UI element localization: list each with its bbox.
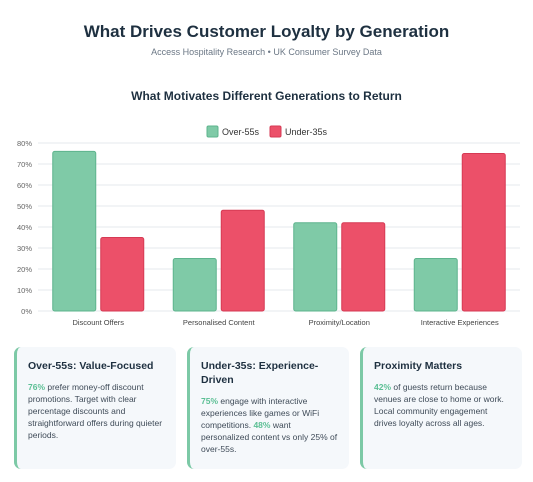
page-title: What Drives Customer Loyalty by Generati… (83, 22, 450, 41)
bar-over55 (293, 222, 338, 312)
y-tick-label: 10% (17, 286, 32, 295)
card-highlight: 75% (201, 396, 219, 406)
bar-chart: 0% 10% 20% 30% 40% 50% 60% 70% 80% Discount Offer… (17, 125, 520, 327)
y-tick-label: 20% (17, 265, 32, 274)
card-text: 75% engage with interactive experiences … (201, 395, 339, 455)
y-tick-label: 40% (17, 223, 32, 232)
bar-under35 (341, 222, 386, 312)
card-body: of guests return because venues are clos… (374, 382, 504, 428)
y-tick-label: 0% (21, 307, 32, 316)
bar-under35 (220, 209, 265, 312)
x-tick-label: Interactive Experiences (421, 318, 499, 327)
card-title: Under-35s: Experience-Driven (201, 360, 319, 386)
bar-over55 (413, 258, 458, 312)
insight-card-over55: Over-55s: Value-Focused 76% prefer money… (14, 347, 176, 469)
insight-card-proximity: Proximity Matters 42% of guests return b… (360, 347, 522, 469)
card-highlight: 76% (28, 382, 46, 392)
card-body: engage with interactive experiences like… (201, 396, 320, 430)
card-body-2: want personalized content vs only 25% of… (201, 420, 338, 454)
legend-under35-swatch (269, 125, 282, 138)
legend-over55-swatch (206, 125, 219, 138)
chart-title: What Motivates Different Generations to … (131, 89, 402, 103)
insight-card-under35: Under-35s: Experience-Driven 75% engage … (187, 347, 349, 469)
insight-cards: Over-55s: Value-Focused 76% prefer money… (14, 347, 522, 469)
card-title: Proximity Matters (374, 360, 463, 372)
legend-under35-label: Under-35s (285, 127, 328, 137)
y-tick-label: 80% (17, 139, 32, 148)
card-body: prefer money-off discount promotions. Ta… (28, 382, 163, 440)
card-text: 42% of guests return because venues are … (374, 381, 512, 429)
x-tick-label: Personalised Content (183, 318, 256, 327)
y-tick-label: 70% (17, 160, 32, 169)
card-title: Over-55s: Value-Focused (28, 360, 154, 372)
bar-over55 (52, 150, 97, 312)
bar-under35 (100, 237, 145, 312)
legend-over55-label: Over-55s (222, 127, 260, 137)
y-tick-label: 50% (17, 202, 32, 211)
card-highlight: 42% (374, 382, 392, 392)
bar-under35 (461, 153, 506, 312)
card-highlight-2: 48% (253, 420, 271, 430)
y-tick-label: 60% (17, 181, 32, 190)
y-tick-label: 30% (17, 244, 32, 253)
card-text: 76% prefer money-off discount promotions… (28, 381, 166, 441)
x-tick-label: Discount Offers (72, 318, 124, 327)
x-tick-label: Proximity/Location (309, 318, 370, 327)
page-subtitle: Access Hospitality Research • UK Consume… (151, 47, 382, 57)
bar-over55 (172, 258, 217, 312)
